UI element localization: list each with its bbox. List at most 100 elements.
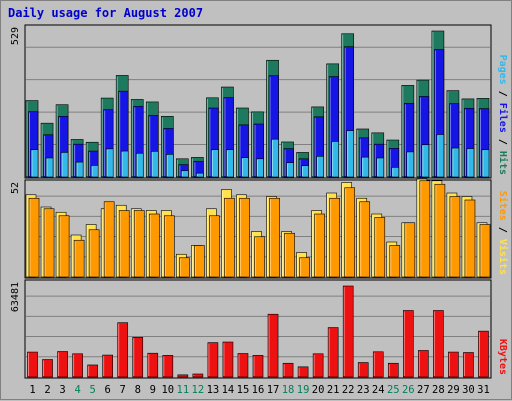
bar-sites-day-10 (163, 215, 175, 278)
day-label-24: 24 (372, 384, 385, 396)
bar-sites-day-1 (28, 197, 40, 278)
bar-sites-day-20 (314, 213, 325, 278)
bar-kbytes-day-16 (252, 355, 264, 378)
day-label-9: 9 (150, 384, 156, 396)
bar-kbytes-day-5 (87, 364, 98, 378)
bar-pages-day-19 (301, 165, 309, 178)
panel-bottom-max-label: 63481 (10, 282, 21, 312)
bar-sites-day-27 (419, 180, 431, 278)
bar-kbytes-day-12 (192, 373, 204, 378)
bar-sites-day-7 (118, 210, 130, 278)
day-label-20: 20 (312, 384, 325, 396)
bar-kbytes-day-1 (27, 351, 38, 378)
day-label-16: 16 (252, 384, 265, 396)
bar-kbytes-day-23 (357, 362, 369, 378)
day-label-22: 22 (342, 384, 355, 396)
bar-sites-day-18 (284, 232, 295, 278)
legend-entry: Visits (497, 239, 509, 275)
bar-pages-day-10 (165, 154, 174, 178)
bar-kbytes-day-19 (297, 366, 309, 378)
bar-kbytes-day-11 (177, 374, 189, 378)
bar-sites-day-9 (148, 213, 160, 278)
bar-sites-day-4 (73, 239, 85, 278)
day-label-26: 26 (402, 384, 415, 396)
day-label-3: 3 (59, 384, 65, 396)
bar-pages-day-30 (466, 148, 475, 178)
bar-pages-day-29 (451, 147, 460, 178)
bar-kbytes-day-9 (147, 352, 159, 378)
bar-kbytes-day-30 (463, 352, 474, 378)
bar-pages-day-21 (331, 141, 339, 178)
bar-pages-day-17 (271, 138, 279, 178)
day-label-19: 19 (297, 384, 310, 396)
bar-pages-day-13 (211, 149, 219, 178)
bar-pages-day-7 (120, 150, 129, 178)
bar-pages-day-1 (30, 149, 39, 178)
bar-sites-day-3 (58, 215, 70, 278)
bar-kbytes-day-14 (222, 341, 234, 378)
chart-title: Daily usage for August 2007 (8, 6, 203, 20)
legend-entry: / (497, 85, 508, 103)
bar-sites-day-21 (329, 197, 340, 278)
bar-sites-day-5 (88, 229, 100, 278)
bar-pages-day-9 (150, 151, 159, 178)
bar-pages-day-18 (286, 162, 294, 178)
bar-pages-day-6 (105, 148, 114, 178)
bar-pages-day-16 (256, 158, 264, 178)
bar-sites-day-29 (449, 196, 461, 278)
panel-middle-max-label: 52 (10, 182, 21, 194)
legend-entry: Files (497, 103, 509, 133)
day-label-18: 18 (282, 384, 295, 396)
day-label-21: 21 (327, 384, 340, 396)
bar-sites-day-28 (434, 183, 446, 278)
bar-pages-day-15 (241, 157, 249, 178)
panel-middle-legend: Sites / Visits (497, 191, 509, 275)
bar-pages-day-31 (481, 149, 490, 178)
bar-pages-day-14 (226, 149, 234, 178)
bar-pages-day-20 (316, 156, 324, 178)
day-label-23: 23 (357, 384, 370, 396)
bar-kbytes-day-25 (387, 362, 399, 378)
bar-pages-day-23 (361, 156, 370, 178)
bar-sites-day-11 (179, 257, 190, 278)
bar-pages-day-8 (135, 152, 144, 178)
bar-sites-day-25 (389, 245, 401, 278)
panel-bottom-legend: KBytes (497, 339, 508, 375)
day-label-5: 5 (89, 384, 95, 396)
legend-entry: Pages (497, 55, 508, 85)
bar-kbytes-day-13 (207, 342, 219, 378)
bar-kbytes-day-4 (72, 353, 83, 378)
bar-kbytes-day-2 (42, 359, 53, 378)
bar-sites-day-17 (269, 197, 280, 278)
bar-pages-day-27 (421, 144, 430, 178)
bar-sites-day-8 (133, 210, 145, 278)
day-label-4: 4 (74, 384, 80, 396)
bar-sites-day-14 (224, 197, 235, 278)
day-label-31: 31 (477, 384, 490, 396)
bar-sites-day-2 (43, 208, 55, 278)
bar-kbytes-day-6 (102, 354, 113, 378)
bar-sites-day-15 (239, 197, 250, 278)
bar-pages-day-2 (45, 157, 54, 178)
bar-kbytes-day-21 (327, 327, 339, 378)
day-label-8: 8 (135, 384, 141, 396)
bar-kbytes-day-27 (418, 350, 429, 378)
panel-top-legend: Pages / Files / Hits (497, 55, 509, 175)
bar-kbytes-day-17 (267, 313, 279, 378)
bar-sites-day-13 (209, 215, 220, 278)
bar-sites-day-26 (404, 222, 416, 278)
bar-pages-day-28 (436, 134, 445, 178)
day-label-27: 27 (417, 384, 430, 396)
day-label-6: 6 (105, 384, 111, 396)
bar-kbytes-day-10 (162, 355, 174, 378)
day-label-30: 30 (462, 384, 475, 396)
bar-sites-day-22 (344, 187, 356, 278)
day-label-13: 13 (207, 384, 220, 396)
bar-kbytes-day-8 (132, 336, 144, 378)
bar-kbytes-day-20 (312, 353, 324, 378)
day-label-10: 10 (161, 384, 174, 396)
bar-kbytes-day-24 (372, 351, 384, 378)
bar-kbytes-day-15 (237, 353, 249, 378)
bar-pages-day-12 (196, 172, 204, 178)
